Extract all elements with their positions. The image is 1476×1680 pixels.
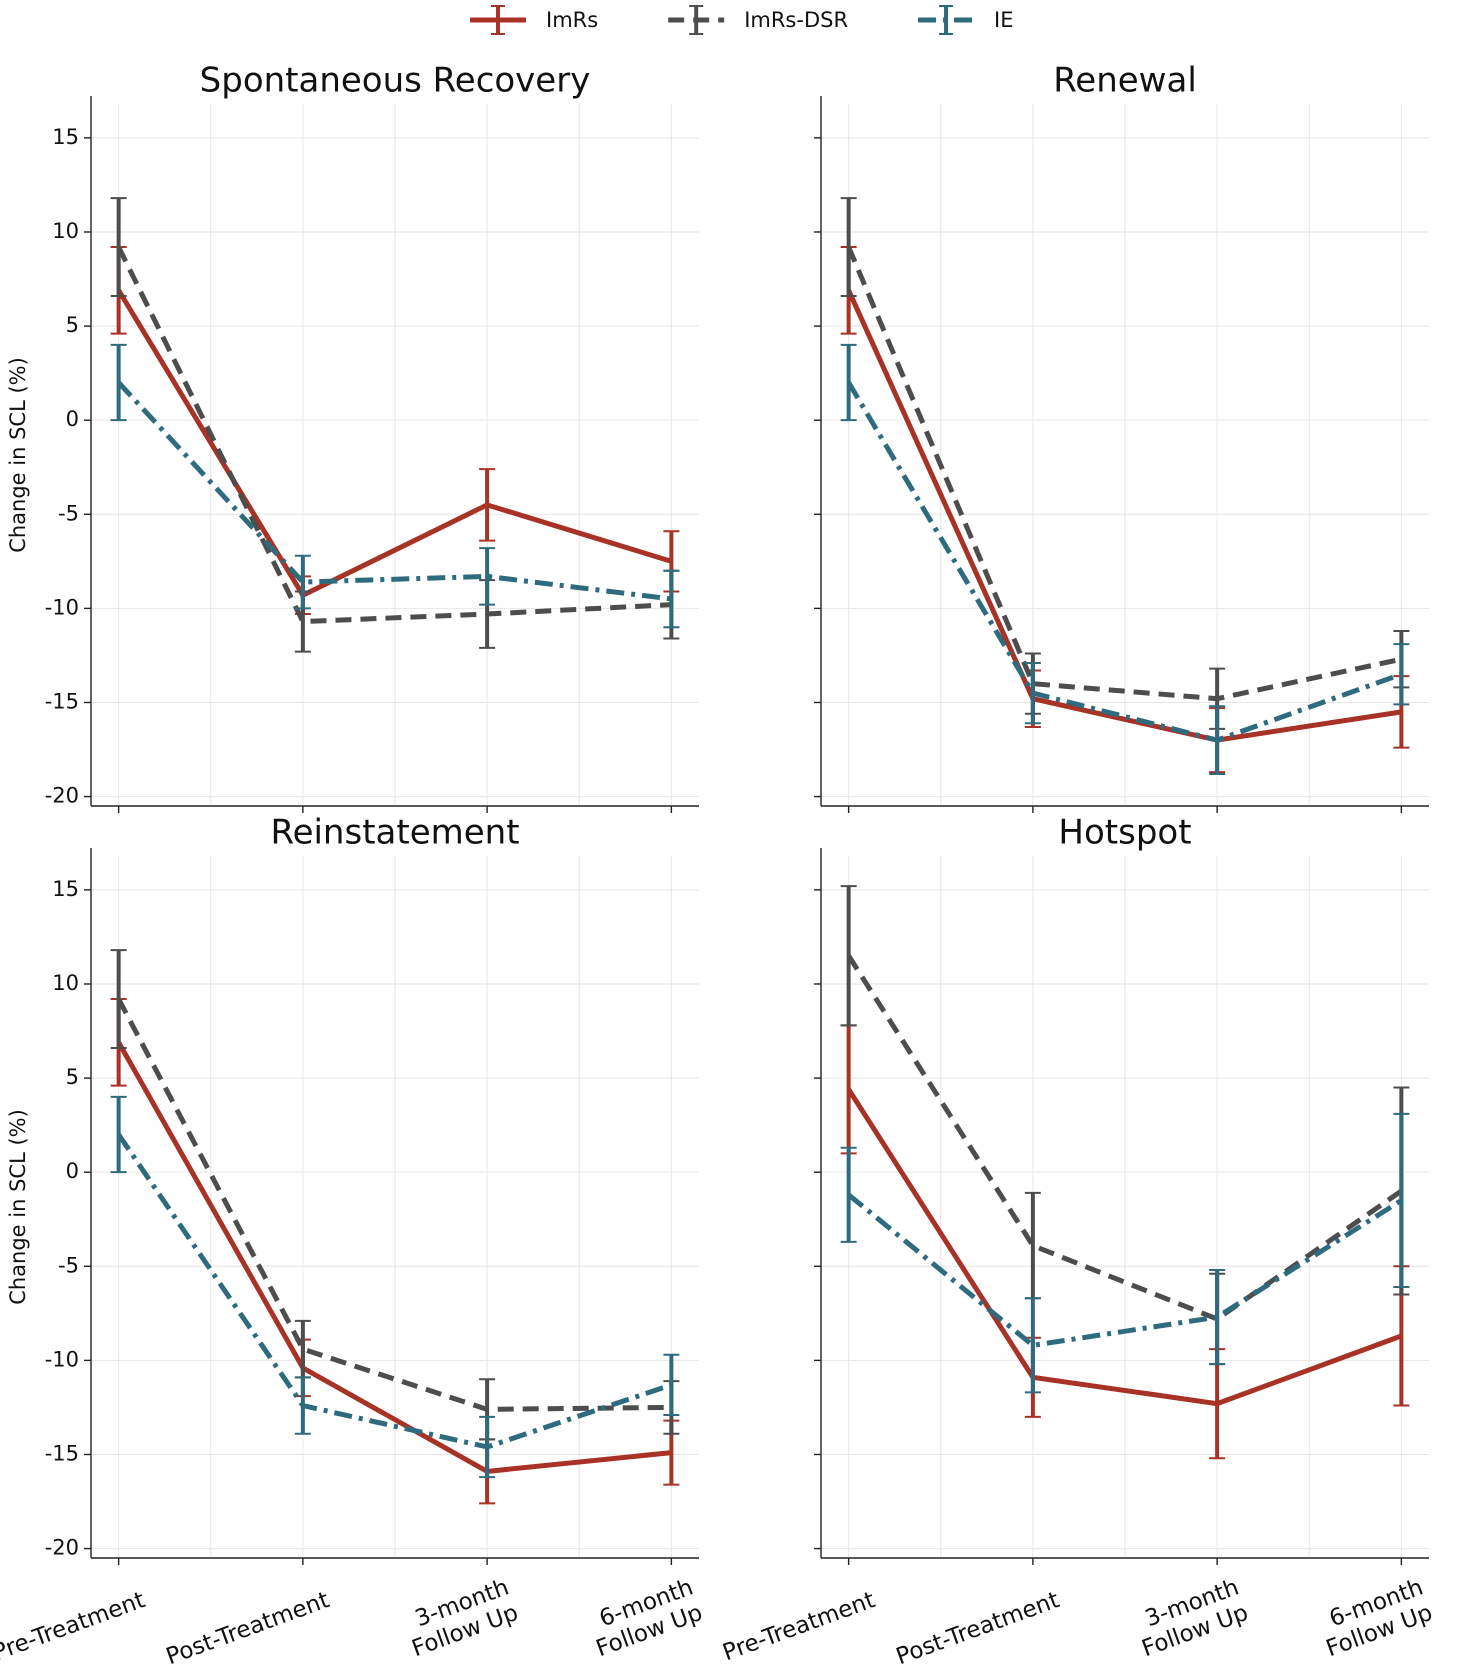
series-line [846, 1088, 1403, 1407]
series-line [116, 245, 672, 625]
series-line [846, 289, 1402, 743]
series-line [116, 1133, 673, 1450]
y-tick-label: 10 [52, 971, 79, 995]
x-tick-label: Pre-Treatment [0, 1587, 148, 1666]
series-line [847, 1192, 1403, 1348]
y-tick-label: 15 [52, 125, 79, 149]
y-tick-label: -10 [45, 595, 79, 619]
x-tick-label: Post-Treatment [163, 1587, 333, 1670]
y-tick-label: 10 [52, 219, 79, 243]
y-axis-label: Change in SCL (%) [6, 1109, 30, 1305]
chart-title: Hotspot [1058, 813, 1191, 853]
y-tick-label: 5 [66, 1065, 79, 1089]
x-tick-label: 3-monthFollow Up [399, 1574, 521, 1662]
series-line [116, 997, 672, 1412]
series-line [846, 246, 1402, 702]
x-tick-label: Post-Treatment [893, 1587, 1063, 1670]
series-line [116, 289, 673, 599]
y-axis-label: Change in SCL (%) [6, 357, 30, 553]
y-tick-label: 5 [66, 313, 79, 337]
y-tick-label: -20 [45, 1536, 79, 1560]
x-tick-label: 6-monthFollow Up [1313, 1574, 1435, 1662]
y-tick-label: 0 [66, 1159, 79, 1183]
y-tick-label: -15 [45, 1441, 79, 1465]
x-tick-label: 6-monthFollow Up [583, 1574, 705, 1662]
legend-item: ImRs-DSR [668, 5, 848, 35]
y-tick-label: 15 [52, 877, 79, 901]
legend-item: IE [918, 5, 1014, 35]
x-tick-label: 3-monthFollow Up [1129, 1574, 1251, 1662]
chart-title: Reinstatement [270, 813, 519, 853]
legend-item: ImRs [470, 5, 598, 35]
y-tick-label: -5 [58, 501, 79, 525]
series-line [846, 954, 1403, 1322]
legend-label: ImRs [546, 8, 598, 32]
x-tick-label: Pre-Treatment [719, 1587, 878, 1666]
series-line [846, 381, 1403, 743]
y-tick-label: -5 [58, 1253, 79, 1277]
y-tick-label: 0 [66, 407, 79, 431]
series-line [116, 1041, 672, 1474]
y-tick-label: -15 [45, 689, 79, 713]
series-line [116, 380, 672, 602]
legend-label: IE [994, 8, 1013, 32]
chart-title: Renewal [1053, 61, 1197, 101]
legend-label: ImRs-DSR [744, 8, 848, 32]
y-tick-label: -10 [45, 1347, 79, 1371]
y-tick-label: -20 [45, 784, 79, 808]
chart-title: Spontaneous Recovery [200, 61, 591, 101]
